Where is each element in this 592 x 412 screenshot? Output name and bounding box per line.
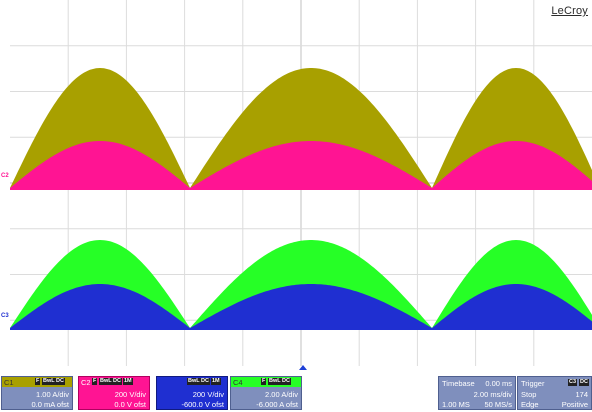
timebase-label: Timebase [442, 379, 475, 388]
timebase-delay: 0.00 ms [485, 379, 512, 388]
trigger-position-marker[interactable] [299, 365, 307, 370]
c2-badge-bwl: BwL [99, 378, 113, 385]
c2-descriptor[interactable]: C2 F BwL DC 1M 200 V/div 0.0 V ofst [78, 376, 150, 410]
c2-offset: 0.0 V ofst [114, 400, 146, 409]
trigger-slope: Positive [561, 400, 588, 409]
c1-scale: 1.00 A/div [36, 390, 69, 399]
c4-scale: 2.00 A/div [265, 390, 298, 399]
trigger-source-badge: C3 [568, 379, 578, 386]
c4-label: C4 [233, 378, 243, 387]
c2-ground-marker[interactable]: C2 [1, 173, 9, 179]
trigger-mode: Stop [521, 390, 537, 399]
c4-badge-bwl: BwL [268, 378, 282, 385]
c2-badge-dc: DC [112, 378, 122, 385]
c3-scale: 200 V/div [192, 390, 224, 399]
trigger-coupling-badge: DC [579, 379, 589, 386]
trigger-type: Edge [521, 400, 539, 409]
c3-descriptor[interactable]: BwL DC 1M 200 V/div -600.0 V ofst [156, 376, 228, 410]
c1-offset: 0.0 mA ofst [31, 400, 69, 409]
c2-scale: 200 V/div [114, 390, 146, 399]
c4-badge-f: F [261, 378, 267, 385]
c2-label: C2 [81, 378, 91, 387]
c3-badge-bwl: BwL [187, 378, 201, 385]
brand-logo: LeCroy [551, 5, 588, 17]
c2-trace [10, 141, 592, 190]
c1-trace [10, 68, 592, 190]
timebase-rate: 50 MS/s [484, 400, 512, 409]
c3-offset: -600.0 V ofst [181, 400, 224, 409]
c1-badge-bwl: BwL [42, 378, 56, 385]
c4-offset: -6.000 A ofst [256, 400, 298, 409]
c4-badge-dc: DC [281, 378, 291, 385]
timebase-descriptor[interactable]: Timebase 0.00 ms 2.00 ms/div 1.00 MS 50 … [438, 376, 516, 410]
c3-trace [10, 284, 592, 330]
c1-badge-dc: DC [55, 378, 65, 385]
trigger-label: Trigger [521, 379, 545, 388]
c2-badge-1m: 1M [123, 378, 133, 385]
trigger-level: 174 [575, 390, 588, 399]
c3-ground-marker[interactable]: C3 [1, 313, 9, 319]
c3-badge-dc: DC [200, 378, 210, 385]
timebase-samples: 1.00 MS [442, 400, 470, 409]
c4-descriptor[interactable]: C4 F BwL DC 2.00 A/div -6.000 A ofst [230, 376, 302, 410]
c1-badge-f: F [35, 378, 41, 385]
c3-badge-1m: 1M [211, 378, 221, 385]
c1-descriptor[interactable]: C1 F BwL DC 1.00 A/div 0.0 mA ofst [1, 376, 73, 410]
timebase-scale: 2.00 ms/div [473, 390, 512, 399]
trigger-descriptor[interactable]: Trigger C3 DC Stop 174 Edge Positive [517, 376, 592, 410]
c2-badge-f: F [92, 378, 98, 385]
waveform-area[interactable] [0, 0, 592, 370]
c1-label: C1 [4, 378, 14, 387]
